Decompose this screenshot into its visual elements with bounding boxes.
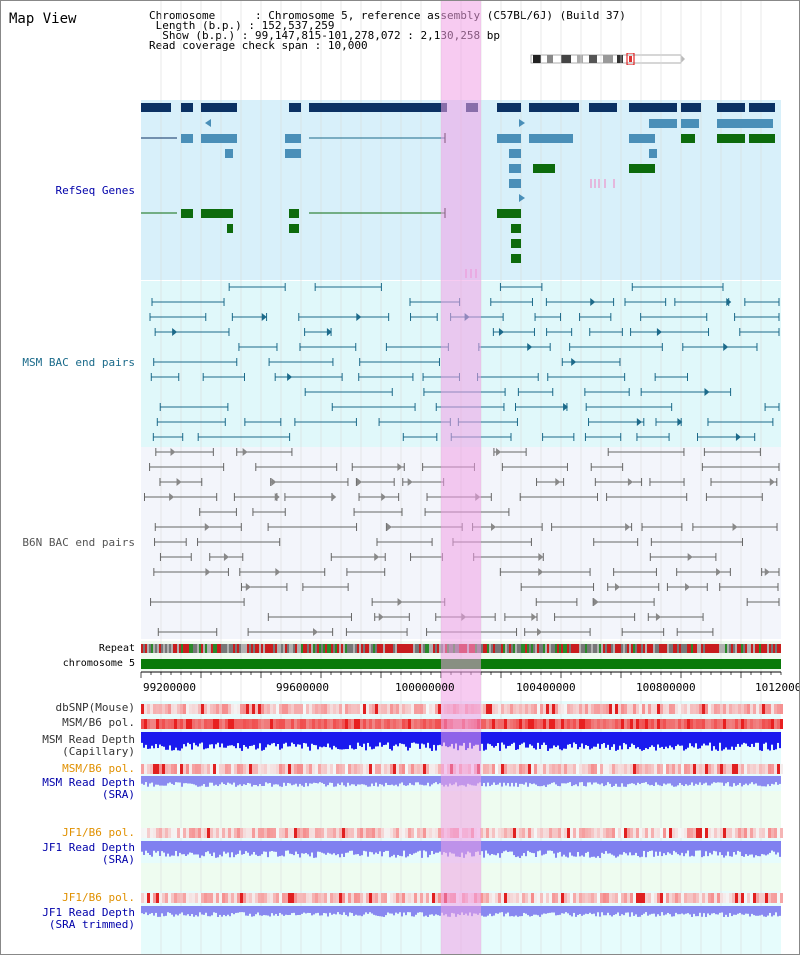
- info-length-key: Length (b.p.): [155, 19, 242, 32]
- label-b6n-bac[interactable]: B6N BAC end pairs: [22, 536, 135, 549]
- axis-tick-3: 100000000: [395, 681, 455, 694]
- label-msm-depth-cap: MSM Read Depth (Capillary): [42, 733, 135, 758]
- info-length-value: 152,537,259: [261, 19, 335, 32]
- label-msm-pol-1: MSM/B6 pol.: [62, 716, 135, 729]
- info-chromosome-key: Chromosome: [149, 9, 216, 22]
- repeat-track[interactable]: [141, 644, 781, 653]
- axis-tick-1: 99200000: [143, 681, 196, 694]
- b6n-bac-end-pairs[interactable]: [144, 448, 780, 636]
- axis-tick-2: 99600000: [276, 681, 329, 694]
- page-title: Map View: [9, 11, 77, 27]
- selected-region-highlight[interactable]: [441, 1, 481, 954]
- region-info: Chromosome : Chromosome 5, reference ass…: [149, 9, 626, 52]
- label-refseq-genes[interactable]: RefSeq Genes: [55, 184, 135, 197]
- axis-tick-5: 100800000: [636, 681, 696, 694]
- label-jf1-depth-trim: JF1 Read Depth (SRA trimmed): [42, 906, 135, 931]
- refseq-genes[interactable]: [141, 103, 775, 278]
- info-show-key: Show (b.p.): [162, 29, 236, 42]
- label-msm-pol-2: MSM/B6 pol.: [62, 762, 135, 775]
- label-jf1-depth-sra: JF1 Read Depth (SRA): [42, 841, 135, 866]
- axis-tick-6: 1012000: [755, 681, 800, 694]
- label-repeat: Repeat: [98, 643, 135, 654]
- info-span-key: Read coverage check span: [149, 39, 308, 52]
- label-msm-bac[interactable]: MSM BAC end pairs: [22, 356, 135, 369]
- label-dbsnp: dbSNP(Mouse): [55, 701, 135, 714]
- label-jf1-pol-2: JF1/B6 pol.: [62, 891, 135, 904]
- info-span-value: 10,000: [327, 39, 368, 52]
- axis-tick-4: 100400000: [516, 681, 576, 694]
- label-chromosome: chromosome 5: [62, 658, 135, 669]
- label-jf1-pol-1: JF1/B6 pol.: [62, 826, 135, 839]
- label-msm-depth-sra: MSM Read Depth (SRA): [42, 776, 135, 801]
